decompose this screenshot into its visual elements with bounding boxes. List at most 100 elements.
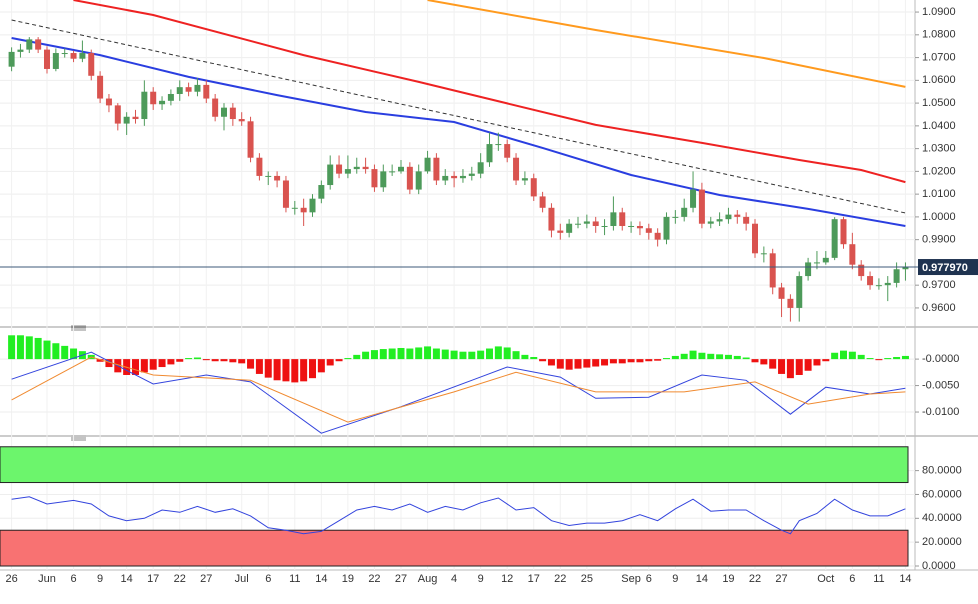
candle-body: [291, 207, 298, 209]
x-tick-label: 17: [147, 573, 159, 585]
candle-body: [424, 157, 431, 172]
indicator-line: [11, 19, 906, 214]
candle-body: [663, 216, 670, 240]
x-tick-label: 11: [289, 573, 300, 585]
x-tick-label: 14: [315, 573, 327, 585]
x-tick-label: 27: [775, 573, 787, 585]
candle-body: [229, 107, 236, 120]
y-tick-label: -0.0000: [922, 353, 959, 365]
macd-histogram-bar: [176, 359, 184, 362]
macd-histogram-bar: [468, 351, 476, 360]
macd-histogram-bar: [300, 359, 308, 382]
candle-body: [840, 219, 847, 245]
x-tick-label: 22: [749, 573, 761, 585]
macd-histogram-bar: [370, 350, 378, 360]
x-tick-label: 6: [646, 573, 652, 585]
macd-histogram-bar: [96, 359, 104, 362]
candle-body: [176, 87, 183, 94]
candle-body: [778, 287, 785, 299]
candle-body: [495, 144, 502, 146]
candle-body: [336, 164, 343, 174]
candle-body: [398, 166, 404, 172]
candle-body: [477, 162, 484, 174]
candle-body: [389, 171, 396, 173]
macd-histogram-bar: [609, 359, 617, 364]
candle-body: [513, 157, 520, 181]
macd-histogram-bar: [140, 359, 148, 373]
candle-body: [238, 119, 245, 122]
candle-body: [760, 253, 767, 255]
x-tick-label: 27: [395, 573, 407, 585]
y-tick-label: 1.0300: [922, 143, 956, 155]
y-tick-label: 1.0900: [922, 6, 956, 18]
macd-histogram-bar: [362, 351, 370, 360]
x-tick-label: 26: [5, 573, 17, 585]
indicator-line: [11, 356, 906, 423]
candle-body: [114, 105, 121, 124]
macd-histogram-bar: [52, 343, 60, 360]
x-tick-label: 9: [672, 573, 678, 585]
macd-histogram-bar: [592, 359, 600, 367]
candle-body: [353, 166, 360, 170]
macd-histogram-bar: [132, 359, 139, 375]
macd-histogram-bar: [539, 359, 547, 362]
candle-body: [539, 196, 546, 208]
candle-body: [35, 39, 42, 50]
candle-body: [557, 230, 564, 233]
x-tick-label: 6: [849, 573, 855, 585]
macd-histogram-bar: [255, 359, 263, 374]
macd-histogram-bar: [724, 354, 732, 360]
y-tick-label: 1.0400: [922, 120, 956, 132]
macd-histogram-bar: [760, 359, 768, 365]
macd-histogram-bar: [397, 347, 405, 360]
x-tick-label: 27: [200, 573, 212, 585]
candle-body: [902, 266, 909, 270]
candle-body: [521, 178, 528, 181]
macd-histogram-bar: [43, 340, 51, 360]
candle-body: [415, 171, 422, 190]
macd-histogram-bar: [317, 359, 325, 373]
y-tick-label: 1.0200: [922, 165, 956, 177]
x-tick-label: 22: [554, 573, 566, 585]
candle-body: [690, 189, 697, 208]
macd-histogram-bar: [786, 359, 794, 379]
candle-body: [318, 185, 325, 199]
x-tick-label: 6: [70, 573, 76, 585]
x-tick-label: 19: [722, 573, 734, 585]
macd-histogram-bar: [264, 359, 272, 378]
current-price-label: 0.977970: [922, 262, 968, 274]
y-tick-label: 0.9900: [922, 234, 956, 246]
macd-histogram-bar: [769, 359, 777, 369]
y-tick-label: 1.0500: [922, 97, 956, 109]
candle-body: [8, 51, 15, 67]
candle-body: [636, 225, 643, 229]
macd-histogram-bar: [158, 359, 166, 368]
macd-histogram-bar: [583, 359, 591, 368]
macd-histogram-bar: [671, 355, 679, 360]
candle-body: [344, 169, 351, 174]
x-tick-label: Aug: [418, 573, 438, 585]
candle-body: [185, 87, 192, 92]
macd-histogram-bar: [857, 354, 865, 360]
macd-histogram-bar: [636, 359, 644, 363]
candle-body: [70, 53, 77, 59]
macd-histogram-bar: [291, 359, 299, 383]
candle-body: [743, 216, 750, 224]
candle-body: [698, 189, 705, 224]
macd-histogram-bar: [193, 357, 201, 360]
macd-histogram-bar: [388, 348, 396, 360]
x-tick-label: 14: [121, 573, 133, 585]
macd-histogram-bar: [530, 356, 538, 360]
macd-histogram-bar: [848, 351, 856, 360]
candle-body: [796, 276, 803, 308]
macd-histogram-bar: [627, 359, 635, 363]
macd-histogram-bar: [220, 359, 228, 362]
candle-body: [707, 221, 714, 224]
macd-histogram-bar: [512, 351, 520, 360]
candle-body: [105, 98, 112, 106]
macd-histogram-bar: [238, 359, 246, 364]
candle-body: [734, 214, 741, 217]
candle-body: [52, 53, 59, 69]
macd-histogram-bar: [406, 348, 414, 360]
macd-histogram-bar: [716, 354, 724, 360]
